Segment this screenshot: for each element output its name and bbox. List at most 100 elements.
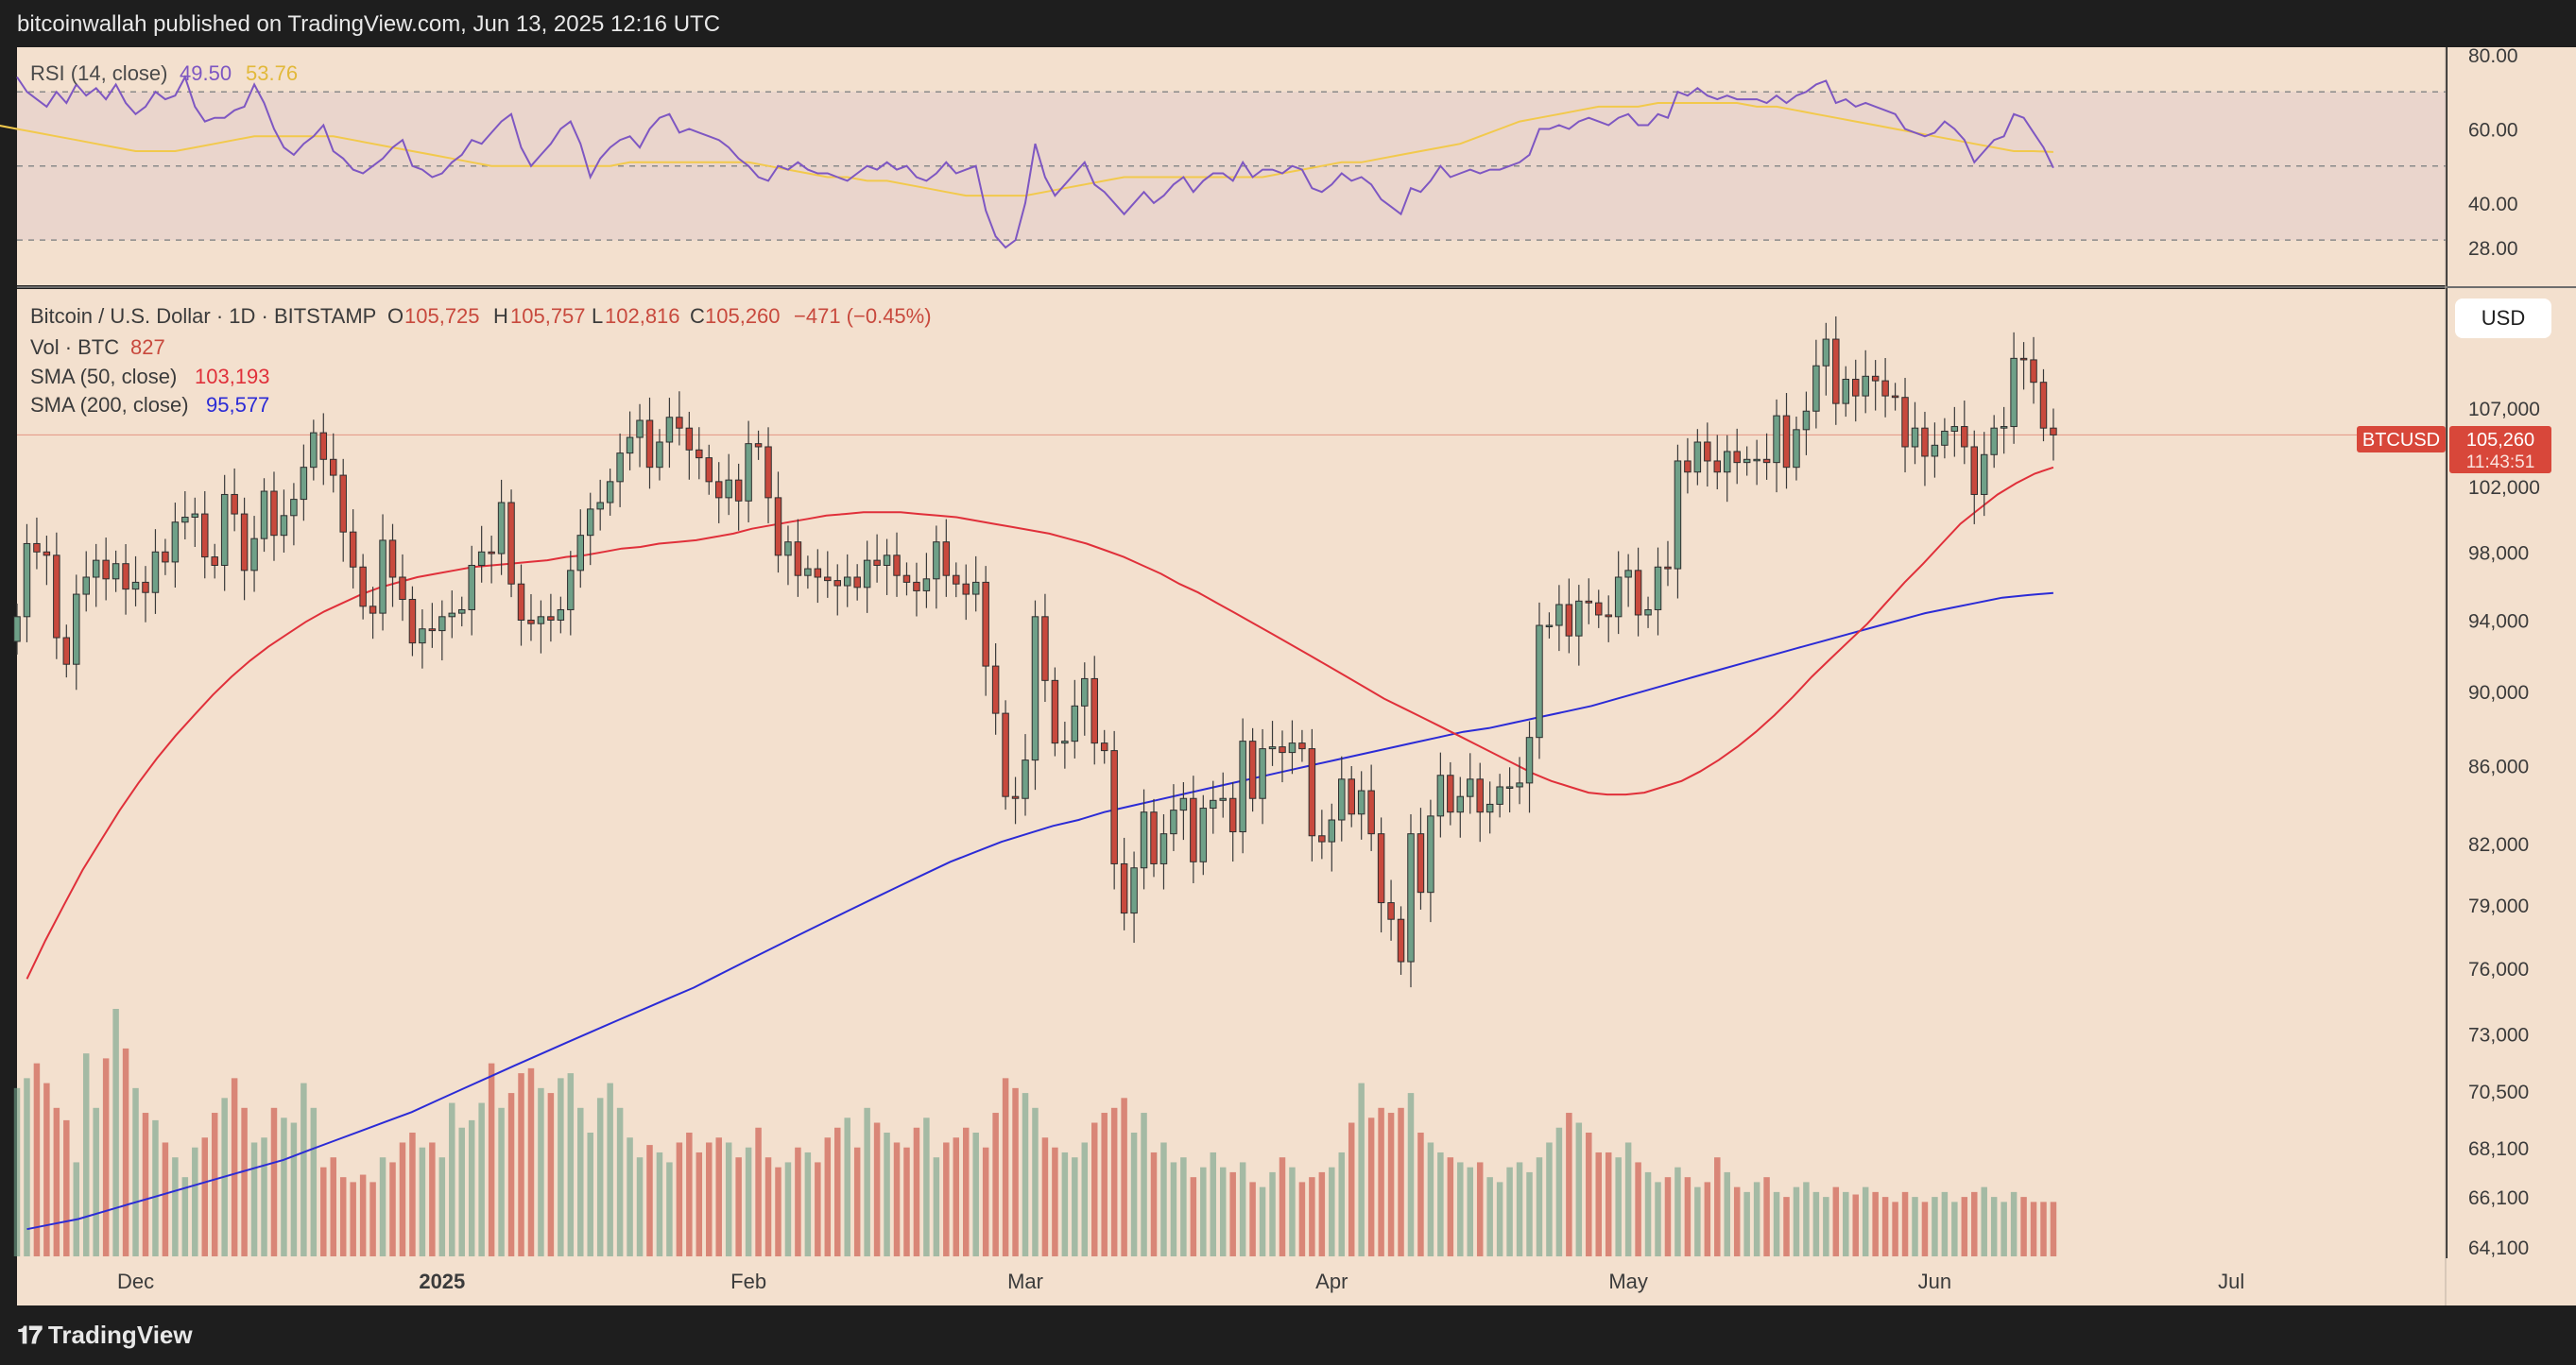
volume-bar	[320, 1167, 327, 1256]
candle-body	[863, 559, 871, 589]
candle	[1219, 772, 1227, 818]
price-pane	[17, 289, 2446, 1258]
volume-bar	[1912, 1197, 1918, 1256]
price-axis-tick: 94,000	[2468, 610, 2529, 632]
candle-body	[73, 593, 80, 665]
candle	[1159, 813, 1168, 890]
candle	[2000, 406, 2008, 454]
candle-body	[2000, 426, 2008, 429]
candle-body	[982, 581, 989, 667]
sma200-line	[26, 591, 2053, 1231]
currency-button[interactable]: USD	[2455, 299, 2551, 338]
candle	[201, 490, 209, 579]
volume-bar	[1763, 1177, 1770, 1256]
tradingview-logo-icon: 𝟏𝟕	[17, 1321, 43, 1349]
volume-bar	[1595, 1152, 1602, 1256]
candle-body	[300, 467, 308, 501]
candle	[1467, 753, 1474, 814]
candle-body	[1822, 338, 1830, 367]
candle-body	[1871, 375, 1880, 382]
candle	[1485, 781, 1494, 834]
legend-close-label: C	[690, 304, 705, 328]
candle	[804, 555, 812, 589]
candle-body	[1624, 570, 1632, 578]
candle	[1110, 730, 1118, 890]
candle	[1921, 411, 1929, 486]
candle	[53, 532, 60, 659]
candle	[399, 554, 406, 622]
symbol-tag-bg	[2357, 426, 2446, 452]
tradingview-logo[interactable]: 𝟏𝟕 TradingView	[17, 1321, 193, 1351]
volume-bar	[73, 1162, 80, 1256]
price-axis-tick: 79,000	[2468, 896, 2529, 917]
volume-bar	[1367, 1118, 1375, 1256]
volume-bar	[1852, 1194, 1859, 1256]
candle-body	[1684, 460, 1692, 473]
candle-body	[53, 555, 60, 639]
volume-bar	[696, 1152, 703, 1256]
candle	[43, 536, 51, 586]
volume-bar	[1624, 1142, 1632, 1256]
candle-body	[1505, 786, 1514, 789]
candle	[1713, 435, 1722, 490]
candle	[1357, 771, 1365, 840]
candle-body	[477, 551, 486, 566]
candle-body	[1496, 786, 1503, 805]
candle	[725, 453, 732, 516]
candle	[576, 509, 585, 589]
legend-symbol: Bitcoin / U.S. Dollar · 1D · BITSTAMP	[30, 304, 376, 328]
volume-bar	[1190, 1177, 1197, 1256]
candle	[953, 562, 960, 598]
volume-bar	[577, 1107, 584, 1256]
candle-body	[1110, 750, 1118, 864]
candle	[231, 468, 238, 532]
volume-bar	[853, 1147, 861, 1256]
volume-bar	[339, 1177, 347, 1256]
candle-body	[260, 490, 268, 539]
candle-body	[1990, 427, 1998, 455]
candle-body	[714, 481, 723, 499]
volume-layer	[13, 1009, 2057, 1256]
candle-body	[1051, 679, 1059, 744]
candle-body	[162, 551, 169, 563]
axis-labels-layer: 107,000 102,000 98,000 94,000 90,000 86,000 82…	[117, 45, 2540, 1293]
candle-body	[2039, 382, 2048, 429]
candle-body	[824, 576, 832, 582]
candle-body	[1041, 616, 1049, 681]
volume-bar	[1101, 1113, 1108, 1256]
candle-body	[1091, 677, 1098, 744]
candle	[1328, 803, 1336, 872]
candle	[388, 523, 397, 607]
candle-body	[991, 665, 1000, 714]
volume-bar	[755, 1127, 762, 1256]
candle	[1723, 435, 1731, 503]
candle-body	[853, 576, 861, 589]
candle-body	[1941, 430, 1949, 446]
volume-bar	[112, 1009, 119, 1256]
volume-bar	[1753, 1182, 1760, 1256]
candle	[1031, 600, 1039, 791]
volume-bar	[903, 1147, 910, 1256]
candle	[1476, 762, 1484, 843]
candle	[665, 398, 674, 469]
candle-body	[1268, 746, 1277, 750]
candle	[290, 483, 298, 546]
volume-bar	[725, 1142, 732, 1256]
volume-bar	[192, 1147, 198, 1256]
candle-body	[349, 531, 357, 568]
candle-body	[399, 576, 406, 601]
candle-body	[1150, 811, 1158, 864]
volume-bar	[1605, 1152, 1612, 1256]
candle	[1268, 721, 1277, 766]
candle-body	[1190, 797, 1197, 862]
volume-bar	[1714, 1157, 1721, 1256]
volume-bar	[172, 1157, 179, 1256]
rsi-axis-tick: 60.00	[2468, 119, 2518, 141]
publisher-text: bitcoinwallah published on TradingView.c…	[17, 11, 721, 37]
volume-bar	[1121, 1098, 1127, 1256]
volume-bar	[102, 1058, 110, 1256]
volume-bar	[1704, 1182, 1711, 1256]
candle-body	[1467, 778, 1474, 797]
candle-body	[1447, 775, 1454, 813]
